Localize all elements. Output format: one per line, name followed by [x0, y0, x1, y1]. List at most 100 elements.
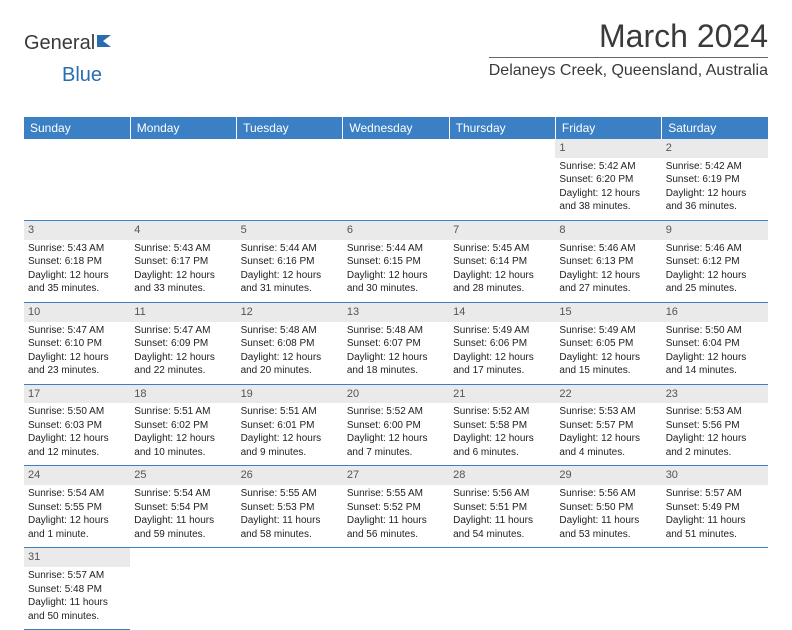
day-number: 12: [237, 303, 343, 322]
logo: General: [24, 32, 119, 55]
day-info: Sunrise: 5:47 AMSunset: 6:09 PMDaylight:…: [134, 324, 232, 378]
day-number: 11: [130, 303, 236, 322]
day-number: 14: [449, 303, 555, 322]
calendar-cell: 12 Sunrise: 5:48 AMSunset: 6:08 PMDayligh…: [237, 302, 343, 384]
calendar-cell: 18Sunrise: 5:51 AMSunset: 6:02 PMDayligh…: [130, 384, 236, 466]
calendar-cell: 28 Sunrise: 5:56 AMSunset: 5:51 PMDayligh…: [449, 466, 555, 548]
day-info: Sunrise: 5:42 AMSunset: 6:20 PMDaylight:…: [559, 160, 657, 214]
calendar-cell: [662, 548, 768, 630]
weekday-header: Monday: [130, 117, 236, 139]
day-info: Sunrise: 5:55 AMSunset: 5:52 PMDaylight:…: [347, 487, 445, 541]
calendar-cell: 11 Sunrise: 5:47 AMSunset: 6:09 PMDayligh…: [130, 302, 236, 384]
calendar-cell: [130, 548, 236, 630]
calendar-cell: 14 Sunrise: 5:49 AMSunset: 6:06 PMDayligh…: [449, 302, 555, 384]
day-info: Sunrise: 5:51 AMSunset: 6:02 PMDaylight:…: [134, 405, 232, 459]
day-info: Sunrise: 5:51 AMSunset: 6:01 PMDaylight:…: [241, 405, 339, 459]
calendar-cell: 27 Sunrise: 5:55 AMSunset: 5:52 PMDayligh…: [343, 466, 449, 548]
day-number: 15: [555, 303, 661, 322]
calendar-cell: [24, 139, 130, 220]
calendar-cell: [555, 548, 661, 630]
calendar-table: SundayMondayTuesdayWednesdayThursdayFrid…: [24, 117, 768, 630]
weekday-header: Sunday: [24, 117, 130, 139]
day-number: 31: [24, 548, 130, 567]
day-number: 22: [555, 385, 661, 404]
calendar-cell: 20Sunrise: 5:52 AMSunset: 6:00 PMDayligh…: [343, 384, 449, 466]
day-info: Sunrise: 5:56 AMSunset: 5:51 PMDaylight:…: [453, 487, 551, 541]
day-number: 29: [555, 466, 661, 485]
day-info: Sunrise: 5:49 AMSunset: 6:06 PMDaylight:…: [453, 324, 551, 378]
day-number: 21: [449, 385, 555, 404]
calendar-cell: 19Sunrise: 5:51 AMSunset: 6:01 PMDayligh…: [237, 384, 343, 466]
day-info: Sunrise: 5:45 AMSunset: 6:14 PMDaylight:…: [453, 242, 551, 296]
month-title: March 2024: [489, 18, 768, 58]
calendar-cell: 7 Sunrise: 5:45 AMSunset: 6:14 PMDaylight…: [449, 220, 555, 302]
calendar-cell: [343, 548, 449, 630]
day-number: 2: [662, 139, 768, 158]
day-info: Sunrise: 5:46 AMSunset: 6:13 PMDaylight:…: [559, 242, 657, 296]
day-number: 16: [662, 303, 768, 322]
calendar-header: SundayMondayTuesdayWednesdayThursdayFrid…: [24, 117, 768, 139]
calendar-cell: 29 Sunrise: 5:56 AMSunset: 5:50 PMDayligh…: [555, 466, 661, 548]
day-info: Sunrise: 5:53 AMSunset: 5:57 PMDaylight:…: [559, 405, 657, 459]
calendar-cell: 9 Sunrise: 5:46 AMSunset: 6:12 PMDaylight…: [662, 220, 768, 302]
calendar-cell: 24 Sunrise: 5:54 AMSunset: 5:55 PMDayligh…: [24, 466, 130, 548]
day-info: Sunrise: 5:43 AMSunset: 6:18 PMDaylight:…: [28, 242, 126, 296]
day-info: Sunrise: 5:57 AMSunset: 5:49 PMDaylight:…: [666, 487, 764, 541]
calendar-cell: 31Sunrise: 5:57 AMSunset: 5:48 PMDayligh…: [24, 548, 130, 630]
day-number: 8: [555, 221, 661, 240]
calendar-cell: [237, 548, 343, 630]
day-info: Sunrise: 5:49 AMSunset: 6:05 PMDaylight:…: [559, 324, 657, 378]
calendar-body: 1 Sunrise: 5:42 AMSunset: 6:20 PMDaylight…: [24, 139, 768, 630]
weekday-header: Thursday: [449, 117, 555, 139]
calendar-cell: 1 Sunrise: 5:42 AMSunset: 6:20 PMDaylight…: [555, 139, 661, 220]
calendar-cell: 3 Sunrise: 5:43 AMSunset: 6:18 PMDaylight…: [24, 220, 130, 302]
day-number: 23: [662, 385, 768, 404]
weekday-header: Tuesday: [237, 117, 343, 139]
calendar-cell: 8 Sunrise: 5:46 AMSunset: 6:13 PMDaylight…: [555, 220, 661, 302]
day-info: Sunrise: 5:47 AMSunset: 6:10 PMDaylight:…: [28, 324, 126, 378]
day-number: 20: [343, 385, 449, 404]
calendar-cell: [449, 548, 555, 630]
day-info: Sunrise: 5:54 AMSunset: 5:55 PMDaylight:…: [28, 487, 126, 541]
day-number: 9: [662, 221, 768, 240]
day-number: 4: [130, 221, 236, 240]
day-number: 6: [343, 221, 449, 240]
day-number: 26: [237, 466, 343, 485]
day-number: 13: [343, 303, 449, 322]
day-number: 7: [449, 221, 555, 240]
calendar-cell: 16 Sunrise: 5:50 AMSunset: 6:04 PMDayligh…: [662, 302, 768, 384]
day-number: 1: [555, 139, 661, 158]
calendar-cell: 30Sunrise: 5:57 AMSunset: 5:49 PMDayligh…: [662, 466, 768, 548]
day-number: 27: [343, 466, 449, 485]
day-number: 24: [24, 466, 130, 485]
day-info: Sunrise: 5:43 AMSunset: 6:17 PMDaylight:…: [134, 242, 232, 296]
day-info: Sunrise: 5:48 AMSunset: 6:07 PMDaylight:…: [347, 324, 445, 378]
calendar-cell: [130, 139, 236, 220]
day-info: Sunrise: 5:48 AMSunset: 6:08 PMDaylight:…: [241, 324, 339, 378]
day-number: 17: [24, 385, 130, 404]
day-number: 3: [24, 221, 130, 240]
calendar-cell: [343, 139, 449, 220]
calendar-cell: 4 Sunrise: 5:43 AMSunset: 6:17 PMDaylight…: [130, 220, 236, 302]
day-info: Sunrise: 5:53 AMSunset: 5:56 PMDaylight:…: [666, 405, 764, 459]
calendar-cell: 23Sunrise: 5:53 AMSunset: 5:56 PMDayligh…: [662, 384, 768, 466]
calendar-cell: 5Sunrise: 5:44 AMSunset: 6:16 PMDaylight…: [237, 220, 343, 302]
calendar-cell: 2Sunrise: 5:42 AMSunset: 6:19 PMDaylight…: [662, 139, 768, 220]
day-info: Sunrise: 5:46 AMSunset: 6:12 PMDaylight:…: [666, 242, 764, 296]
weekday-header: Friday: [555, 117, 661, 139]
day-info: Sunrise: 5:56 AMSunset: 5:50 PMDaylight:…: [559, 487, 657, 541]
day-number: 18: [130, 385, 236, 404]
weekday-header: Saturday: [662, 117, 768, 139]
logo-blue: Blue: [62, 64, 792, 87]
calendar-cell: 26Sunrise: 5:55 AMSunset: 5:53 PMDayligh…: [237, 466, 343, 548]
weekday-header: Wednesday: [343, 117, 449, 139]
day-number: 28: [449, 466, 555, 485]
day-info: Sunrise: 5:50 AMSunset: 6:04 PMDaylight:…: [666, 324, 764, 378]
calendar-cell: 25Sunrise: 5:54 AMSunset: 5:54 PMDayligh…: [130, 466, 236, 548]
calendar-cell: 22Sunrise: 5:53 AMSunset: 5:57 PMDayligh…: [555, 384, 661, 466]
calendar-cell: 21Sunrise: 5:52 AMSunset: 5:58 PMDayligh…: [449, 384, 555, 466]
calendar-cell: 13 Sunrise: 5:48 AMSunset: 6:07 PMDayligh…: [343, 302, 449, 384]
day-info: Sunrise: 5:44 AMSunset: 6:15 PMDaylight:…: [347, 242, 445, 296]
day-info: Sunrise: 5:44 AMSunset: 6:16 PMDaylight:…: [241, 242, 339, 296]
logo-general: General: [24, 32, 95, 55]
